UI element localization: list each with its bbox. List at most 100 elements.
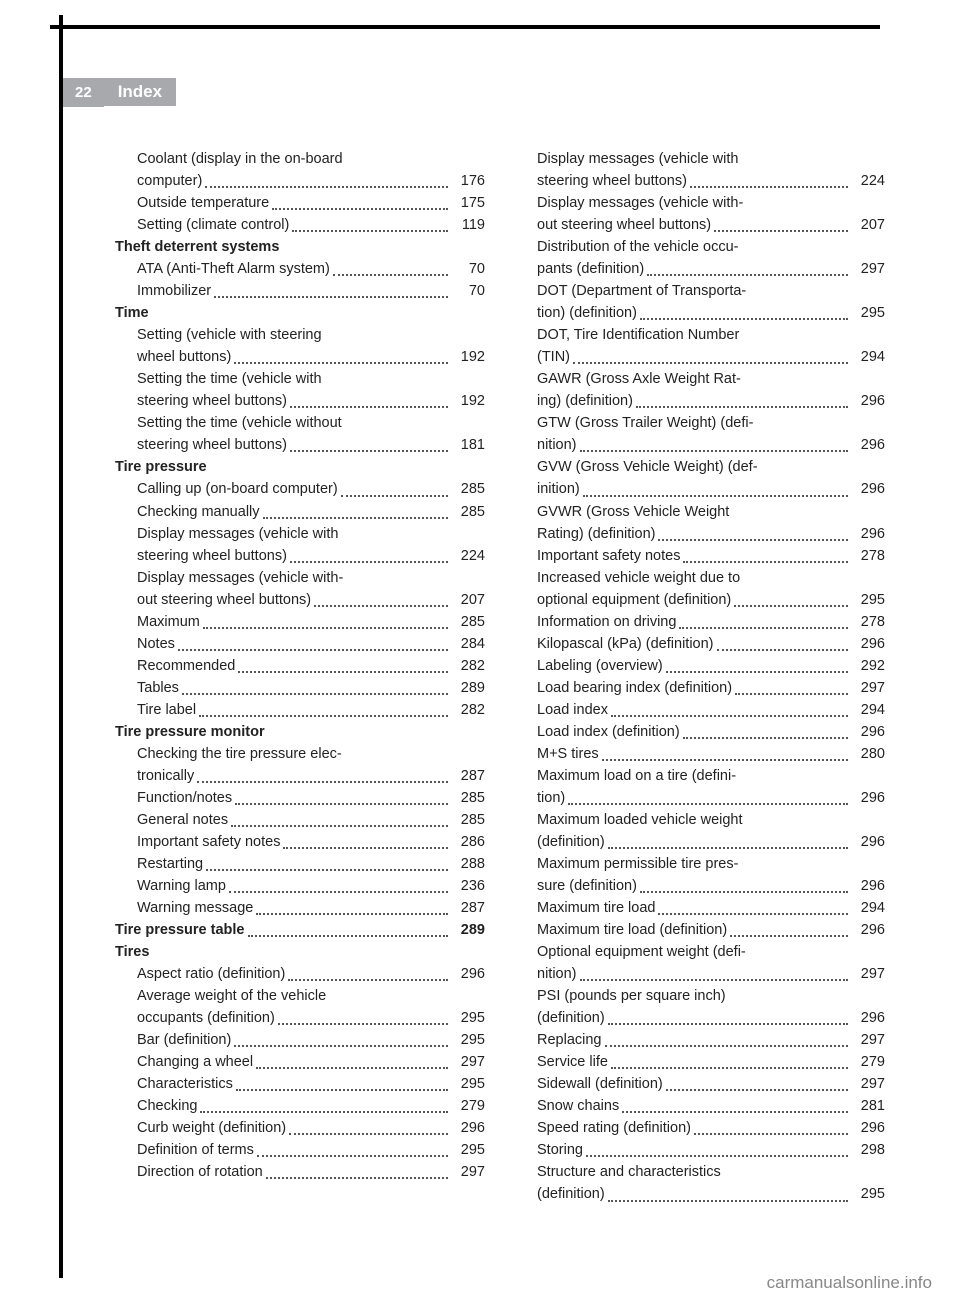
index-entry: Snow chains 281	[515, 1095, 885, 1117]
index-entry-page: 176	[451, 170, 485, 192]
index-entry-page: 296	[851, 721, 885, 743]
index-entry-page: 297	[451, 1161, 485, 1183]
index-entry-label: General notes	[137, 809, 228, 831]
index-entry-line1: Setting the time (vehicle with	[115, 368, 485, 390]
leader-dots	[266, 1177, 448, 1179]
index-entry-line1: Maximum loaded vehicle weight	[515, 809, 885, 831]
index-entry: Tire pressure table 289	[115, 919, 485, 941]
index-entry: Replacing 297	[515, 1029, 885, 1051]
index-entry-line1: GAWR (Gross Axle Weight Rat-	[515, 368, 885, 390]
index-entry-label: inition)	[537, 478, 580, 500]
leader-dots	[234, 362, 448, 364]
index-entry-label: Load index (definition)	[537, 721, 680, 743]
leader-dots	[290, 406, 448, 408]
index-entry: optional equipment (definition) 295	[515, 589, 885, 611]
index-entry-line1: GTW (Gross Trailer Weight) (defi-	[515, 412, 885, 434]
index-entry-line1: Optional equipment weight (defi-	[515, 941, 885, 963]
leader-dots	[199, 715, 448, 717]
index-entry-label: Sidewall (definition)	[537, 1073, 663, 1095]
index-entry-page: 295	[451, 1073, 485, 1095]
leader-dots	[283, 847, 448, 849]
index-entry-page: 297	[451, 1051, 485, 1073]
index-entry-label: occupants (definition)	[137, 1007, 275, 1029]
index-entry: Service life 279	[515, 1051, 885, 1073]
index-entry: nition) 296	[515, 434, 885, 456]
index-entry-page: 294	[851, 897, 885, 919]
leader-dots	[714, 230, 848, 232]
index-heading: Tires	[115, 941, 485, 963]
leader-dots	[690, 186, 848, 188]
leader-dots	[586, 1155, 848, 1157]
index-entry: Load index (definition) 296	[515, 721, 885, 743]
index-entry: out steering wheel buttons) 207	[515, 214, 885, 236]
index-entry-page: 298	[851, 1139, 885, 1161]
left-crop-mark	[59, 15, 63, 1278]
index-entry: M+S tires 280	[515, 743, 885, 765]
leader-dots	[229, 891, 448, 893]
index-entry-label: Speed rating (definition)	[537, 1117, 691, 1139]
index-entry-label: computer)	[137, 170, 202, 192]
leader-dots	[717, 649, 849, 651]
leader-dots	[679, 627, 848, 629]
leader-dots	[611, 715, 848, 717]
index-entry: Outside temperature 175	[115, 192, 485, 214]
top-crop-mark	[50, 25, 880, 29]
index-entry: steering wheel buttons) 224	[515, 170, 885, 192]
index-entry: Maximum 285	[115, 611, 485, 633]
index-entry-page: 70	[451, 280, 485, 302]
index-entry: Storing 298	[515, 1139, 885, 1161]
index-entry-page: 296	[851, 390, 885, 412]
index-entry-page: 70	[451, 258, 485, 280]
index-entry-page: 285	[451, 787, 485, 809]
index-entry: Bar (definition) 295	[115, 1029, 485, 1051]
leader-dots	[611, 1067, 848, 1069]
index-entry-label: nition)	[537, 963, 577, 985]
index-entry-page: 288	[451, 853, 485, 875]
leader-dots	[636, 406, 848, 408]
leader-dots	[666, 671, 848, 673]
index-entry-page: 296	[851, 919, 885, 941]
index-heading: Tire pressure	[115, 456, 485, 478]
index-entry: tion) 296	[515, 787, 885, 809]
index-entry-page: 297	[851, 677, 885, 699]
index-entry: pants (definition) 297	[515, 258, 885, 280]
leader-dots	[205, 186, 448, 188]
index-entry: steering wheel buttons) 224	[115, 545, 485, 567]
index-entry: (definition) 296	[515, 831, 885, 853]
index-entry-page: 296	[851, 523, 885, 545]
index-entry-page: 285	[451, 809, 485, 831]
index-entry-page: 278	[851, 545, 885, 567]
index-entry-line1: Display messages (vehicle with	[515, 148, 885, 170]
index-heading: Theft deterrent systems	[115, 236, 485, 258]
index-entry-line1: Display messages (vehicle with	[115, 523, 485, 545]
index-entry-page: 282	[451, 655, 485, 677]
index-entry: steering wheel buttons) 181	[115, 434, 485, 456]
index-entry-label: pants (definition)	[537, 258, 644, 280]
index-entry-page: 224	[851, 170, 885, 192]
index-entry-page: 224	[451, 545, 485, 567]
index-entry-label: tion) (definition)	[537, 302, 637, 324]
index-entry-page: 175	[451, 192, 485, 214]
index-entry-label: Important safety notes	[137, 831, 280, 853]
index-heading: Tire pressure monitor	[115, 721, 485, 743]
index-entry-line1: Setting (vehicle with steering	[115, 324, 485, 346]
leader-dots	[203, 627, 448, 629]
index-entry-label: nition)	[537, 434, 577, 456]
leader-dots	[290, 561, 448, 563]
index-entry-page: 292	[851, 655, 885, 677]
leader-dots	[341, 495, 448, 497]
leader-dots	[694, 1133, 848, 1135]
leader-dots	[735, 693, 848, 695]
index-entry-page: 294	[851, 346, 885, 368]
index-entry-page: 287	[451, 897, 485, 919]
index-entry: Checking manually 285	[115, 501, 485, 523]
index-entry-page: 207	[451, 589, 485, 611]
index-entry-page: 296	[851, 875, 885, 897]
index-entry-label: ing) (definition)	[537, 390, 633, 412]
index-entry-page: 296	[851, 831, 885, 853]
index-entry: Tire label 282	[115, 699, 485, 721]
index-entry-label: Function/notes	[137, 787, 232, 809]
index-entry: Load index 294	[515, 699, 885, 721]
header-title: Index	[104, 77, 176, 107]
index-entry: Direction of rotation 297	[115, 1161, 485, 1183]
